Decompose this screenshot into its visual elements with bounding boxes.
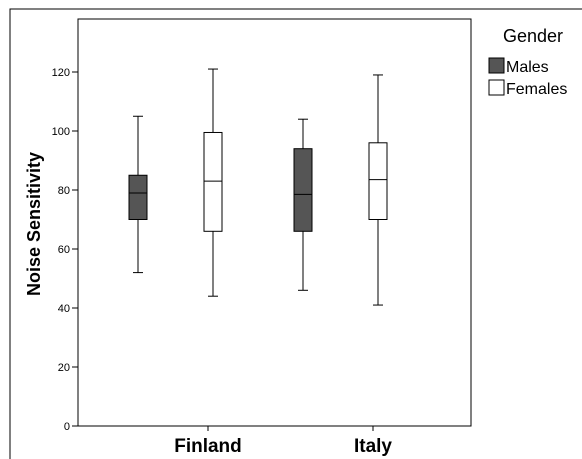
legend-swatch-males bbox=[488, 57, 505, 74]
box-iqr bbox=[293, 148, 313, 232]
x-axis: Finland Italy bbox=[174, 426, 392, 457]
boxes bbox=[128, 68, 388, 306]
y-axis-label: Noise Sensitivity bbox=[24, 152, 44, 296]
box-females-finland bbox=[203, 68, 223, 297]
x-tick-label: Italy bbox=[354, 436, 392, 457]
box-iqr bbox=[203, 131, 223, 232]
box-males-finland bbox=[128, 115, 148, 274]
y-tick-label: 0 bbox=[64, 421, 70, 433]
x-tick-label: Finland bbox=[174, 436, 242, 457]
y-tick-label: 80 bbox=[58, 185, 70, 197]
y-axis: 0 20 40 60 80 100 120 bbox=[52, 67, 78, 433]
y-tick-label: 60 bbox=[58, 244, 70, 256]
legend-title: Gender bbox=[503, 26, 563, 46]
plot-area bbox=[77, 18, 472, 427]
y-tick-label: 100 bbox=[52, 126, 70, 138]
legend-label-males: Males bbox=[506, 59, 549, 76]
box-iqr bbox=[128, 174, 148, 220]
legend-swatch-females bbox=[488, 79, 505, 96]
legend-label-females: Females bbox=[506, 81, 567, 98]
y-tick-label: 40 bbox=[58, 303, 70, 315]
y-tick-label: 120 bbox=[52, 67, 70, 79]
y-tick-label: 20 bbox=[58, 362, 70, 374]
box-iqr bbox=[368, 142, 388, 220]
box-females-italy bbox=[368, 74, 388, 306]
figure-border bbox=[9, 8, 582, 459]
legend: Gender Males Females bbox=[488, 26, 567, 98]
box-males-italy bbox=[293, 118, 313, 291]
